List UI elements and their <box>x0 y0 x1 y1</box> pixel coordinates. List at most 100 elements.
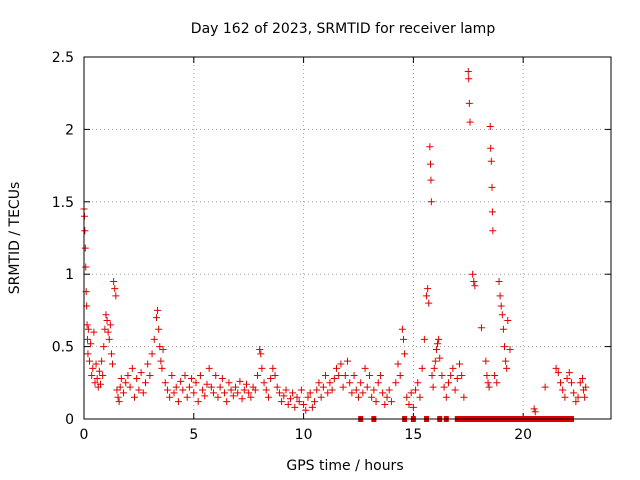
data-point <box>554 369 562 377</box>
data-point <box>82 263 90 271</box>
data-point <box>154 306 162 314</box>
data-point <box>146 372 154 380</box>
y-tick-label: 1 <box>65 267 74 283</box>
data-point <box>155 325 163 333</box>
data-point <box>116 383 124 391</box>
data-point <box>460 393 468 401</box>
data-point <box>109 360 117 368</box>
data-point <box>565 369 573 377</box>
data-point <box>556 379 564 387</box>
data-point <box>432 345 440 353</box>
x-tick-label: 15 <box>404 427 422 443</box>
x-tick-label: 5 <box>189 427 198 443</box>
data-point <box>403 393 411 401</box>
data-point <box>278 398 286 406</box>
data-point <box>257 350 265 358</box>
data-point <box>124 372 132 380</box>
data-point <box>93 374 101 382</box>
data-point <box>83 321 91 329</box>
data-point <box>181 372 189 380</box>
chart-title: Day 162 of 2023, SRMTID for receiver lam… <box>191 21 496 37</box>
data-point <box>144 360 152 368</box>
data-point <box>383 393 391 401</box>
y-tick-label: 1.5 <box>52 195 74 211</box>
data-point <box>293 393 301 401</box>
data-point <box>370 386 378 394</box>
data-point <box>172 383 180 391</box>
data-point <box>350 372 358 380</box>
data-point <box>311 398 319 406</box>
data-point <box>194 398 202 406</box>
data-point <box>502 357 510 365</box>
data-point <box>412 386 420 394</box>
data-point <box>429 383 437 391</box>
data-point <box>126 383 134 391</box>
data-point <box>357 379 365 387</box>
data-point <box>348 389 356 397</box>
data-point <box>379 389 387 397</box>
data-point <box>159 345 167 353</box>
data-point <box>92 360 100 368</box>
data-point <box>84 325 92 333</box>
data-point <box>168 372 176 380</box>
data-point <box>245 389 253 397</box>
y-tick-label: 0 <box>65 412 74 428</box>
data-point <box>376 372 384 380</box>
data-point <box>335 372 343 380</box>
data-point <box>227 386 235 394</box>
data-point <box>280 392 288 400</box>
data-point <box>99 372 107 380</box>
data-point <box>398 325 406 333</box>
data-point <box>269 364 277 372</box>
data-point <box>139 389 147 397</box>
data-point <box>352 386 360 394</box>
data-point <box>416 393 424 401</box>
data-point <box>488 183 496 191</box>
data-point <box>427 160 435 168</box>
data-point <box>166 393 174 401</box>
data-point <box>425 299 433 307</box>
data-point <box>317 393 325 401</box>
data-point <box>133 374 141 382</box>
data-point <box>484 379 492 387</box>
data-point <box>530 405 538 413</box>
data-point <box>319 383 327 391</box>
data-point <box>236 377 244 385</box>
data-point <box>455 360 463 368</box>
data-point <box>141 379 149 387</box>
data-point <box>188 374 196 382</box>
data-point <box>105 335 113 343</box>
data-point <box>289 389 297 397</box>
data-point <box>84 350 92 358</box>
data-point <box>199 386 207 394</box>
data-point <box>273 383 281 391</box>
y-tick-label: 0.5 <box>52 340 74 356</box>
data-point <box>89 364 97 372</box>
data-point <box>464 67 472 75</box>
data-point <box>489 227 497 235</box>
data-point <box>438 372 446 380</box>
data-point <box>346 379 354 387</box>
data-point <box>234 389 242 397</box>
data-point <box>485 383 493 391</box>
data-point <box>423 292 431 300</box>
data-point <box>84 335 92 343</box>
data-points <box>80 67 590 422</box>
data-point <box>95 367 103 375</box>
data-point <box>531 408 539 416</box>
data-point <box>262 386 270 394</box>
data-point <box>238 395 246 403</box>
data-point <box>214 393 222 401</box>
data-point <box>207 383 215 391</box>
data-point <box>324 389 332 397</box>
data-point <box>486 123 494 131</box>
data-point <box>131 393 139 401</box>
data-point <box>308 403 316 411</box>
data-point <box>229 392 237 400</box>
data-point <box>488 208 496 216</box>
data-point <box>258 364 266 372</box>
data-point <box>300 401 308 409</box>
data-point <box>344 357 351 365</box>
data-point <box>570 389 578 397</box>
